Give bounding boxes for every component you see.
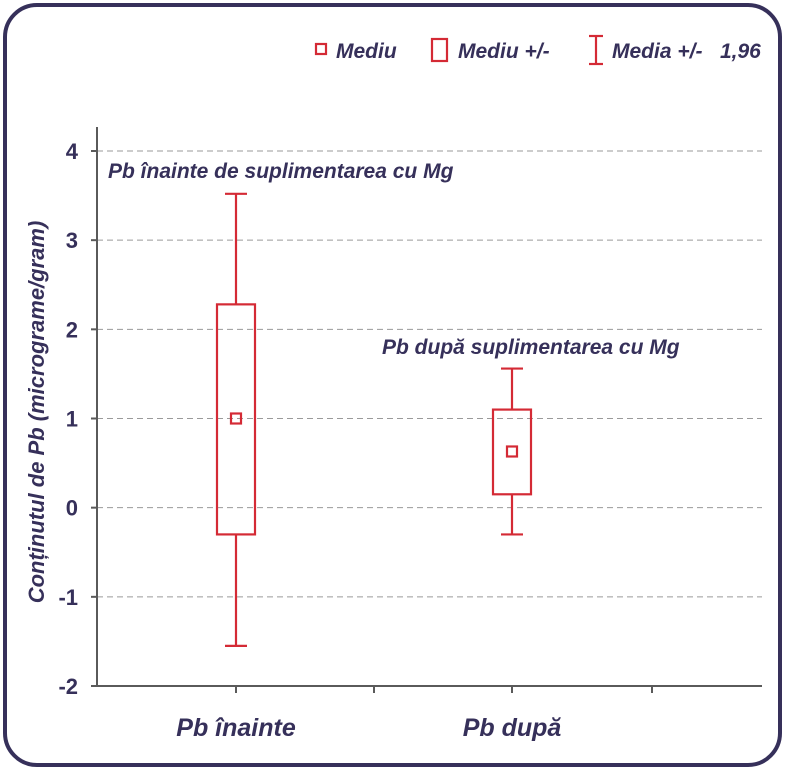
- grid-lines: [97, 150, 762, 598]
- legend-whisker-swatch: [589, 34, 603, 66]
- y-tick-label: 0: [66, 496, 78, 521]
- legend-label: Mediu: [336, 40, 397, 63]
- annotation-label: Pb înainte de suplimentarea cu Mg: [108, 160, 454, 183]
- box-1: [215, 192, 257, 647]
- box-body: [215, 303, 257, 536]
- mean-marker: [505, 445, 519, 458]
- y-tick-label: 1: [66, 407, 78, 432]
- legend-mean-swatch: [314, 42, 328, 56]
- legend: Mediu Mediu +/- Media +/- 1,96: [314, 34, 761, 66]
- legend-label: Mediu +/-: [458, 40, 550, 63]
- legend-label: Media +/- 1,96: [612, 40, 761, 63]
- chart-frame: [3, 3, 782, 767]
- annotation-label: Pb după suplimentarea cu Mg: [382, 336, 680, 359]
- x-category-labels: Pb înainte Pb după: [176, 714, 561, 742]
- legend-box-swatch: [430, 37, 449, 63]
- x-category-label: Pb înainte: [176, 714, 296, 742]
- x-category-label: Pb după: [463, 714, 562, 742]
- box-body: [491, 408, 533, 496]
- y-tick-label: -2: [58, 674, 78, 699]
- axes: [91, 127, 762, 693]
- y-tick-label: 4: [66, 139, 79, 164]
- y-tick-label: -1: [58, 585, 78, 610]
- y-axis-label: Conținutul de Pb (micrograme/gram): [24, 221, 49, 604]
- mean-marker: [229, 412, 243, 425]
- box-2: [491, 367, 533, 536]
- y-tick-label: 3: [66, 228, 78, 253]
- box-series: [215, 192, 533, 647]
- y-tick-labels: 4 3 2 1 0 -1 -2: [58, 139, 78, 699]
- y-tick-label: 2: [66, 317, 78, 342]
- annotations: Pb înainte de suplimentarea cu Mg Pb după…: [108, 160, 680, 359]
